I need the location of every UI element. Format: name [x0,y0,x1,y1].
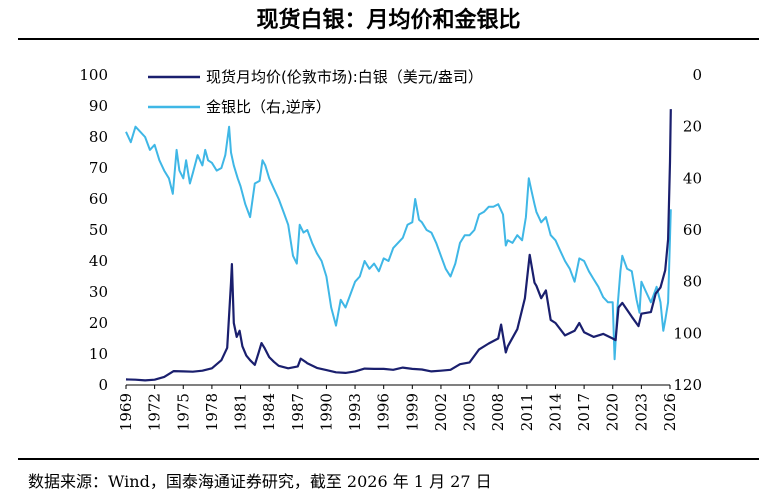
y-right-tick-label: 100 [673,324,702,342]
ticks-group: 0 10 20 30 40 50 60 70 80 90 100 0 20 40 60 80 100 120 196… [79,66,702,431]
x-tick-label: 2014 [546,393,564,431]
x-tick-label: 2008 [489,393,507,431]
y-right-tick-label: 40 [683,169,702,187]
series-line-gold-silver-ratio [125,125,672,361]
x-tick-label: 1990 [317,393,335,431]
x-tick-label: 1999 [403,393,421,431]
legend: 现货月均价(伦敦市场):白银（美元/盎司） 金银比（右,逆序） [148,68,483,116]
y-left-tick-label: 30 [89,283,108,301]
x-tick-label: 1975 [174,393,192,431]
x-tick-label: 1972 [146,393,164,431]
y-left-tick-label: 90 [89,97,108,115]
y-left-tick-label: 70 [89,159,108,177]
y-left-tick-label: 50 [89,221,108,239]
y-left-tick-label: 20 [89,314,108,332]
source-note: 数据来源：Wind，国泰海通证券研究，截至 2026 年 1 月 27 日 [28,472,492,491]
x-tick-label: 2017 [575,393,593,431]
x-tick-label: 2020 [604,393,622,431]
x-tick-label: 1987 [289,393,307,431]
chart-title: 现货白银：月均价和金银比 [256,8,521,33]
x-tick-label: 1981 [232,393,250,431]
y-right-tick-label: 20 [683,118,702,136]
y-right-tick-label: 80 [683,273,702,291]
series-line-silver-price [125,109,672,382]
title-rule [18,38,759,40]
x-tick-label: 1969 [117,393,135,431]
x-tick-label: 1993 [346,393,364,431]
x-tick-label: 2002 [432,393,450,431]
y-left-tick-label: 40 [89,252,108,270]
x-tick-label: 2026 [661,393,679,431]
x-tick-label: 2005 [461,393,479,431]
legend-label-silver: 现货月均价(伦敦市场):白银（美元/盎司） [206,68,483,86]
x-tick-label: 1996 [375,393,393,431]
source-rule [18,458,759,460]
legend-label-ratio: 金银比（右,逆序） [206,98,331,116]
y-right-tick-label: 0 [692,66,702,84]
y-left-tick-label: 60 [89,190,108,208]
x-tick-label: 1984 [260,393,278,431]
y-right-tick-label: 120 [673,376,702,394]
x-tick-label: 1978 [203,393,221,431]
x-tick-label: 2011 [518,393,536,431]
y-left-tick-label: 100 [79,66,108,84]
y-left-tick-label: 0 [98,376,108,394]
x-tick-label: 2023 [632,393,650,431]
y-right-tick-label: 60 [683,221,702,239]
series-group [125,109,672,382]
y-left-tick-label: 10 [89,345,108,363]
y-left-tick-label: 80 [89,128,108,146]
